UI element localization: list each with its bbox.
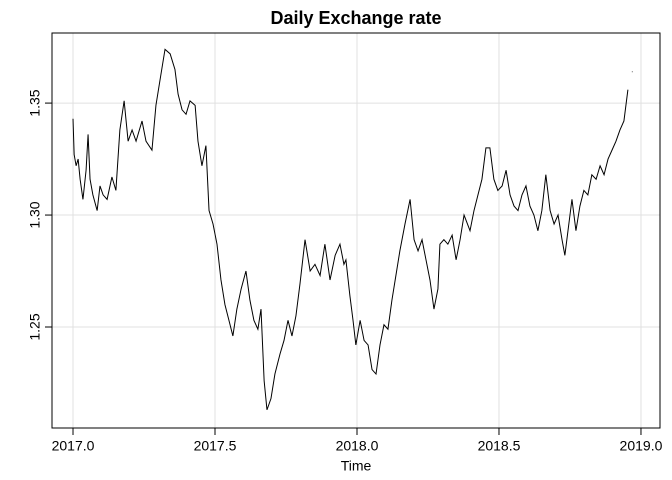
x-tick-label: 2018.5 (478, 438, 521, 454)
y-tick-label: 1.35 (27, 89, 43, 116)
grid (52, 33, 660, 428)
x-tick-label: 2018.0 (336, 438, 379, 454)
plot-area (72, 48, 633, 411)
x-axis-label: Time (341, 458, 372, 474)
x-tick-label: 2017.5 (194, 438, 237, 454)
plot-frame (51, 32, 661, 429)
series-line (72, 48, 633, 411)
y-tick-label: 1.30 (27, 201, 43, 228)
chart-title: Daily Exchange rate (270, 8, 441, 28)
x-tick-label: 2019.0 (620, 438, 663, 454)
y-tick-label: 1.25 (27, 313, 43, 340)
x-tick-label: 2017.0 (52, 438, 95, 454)
